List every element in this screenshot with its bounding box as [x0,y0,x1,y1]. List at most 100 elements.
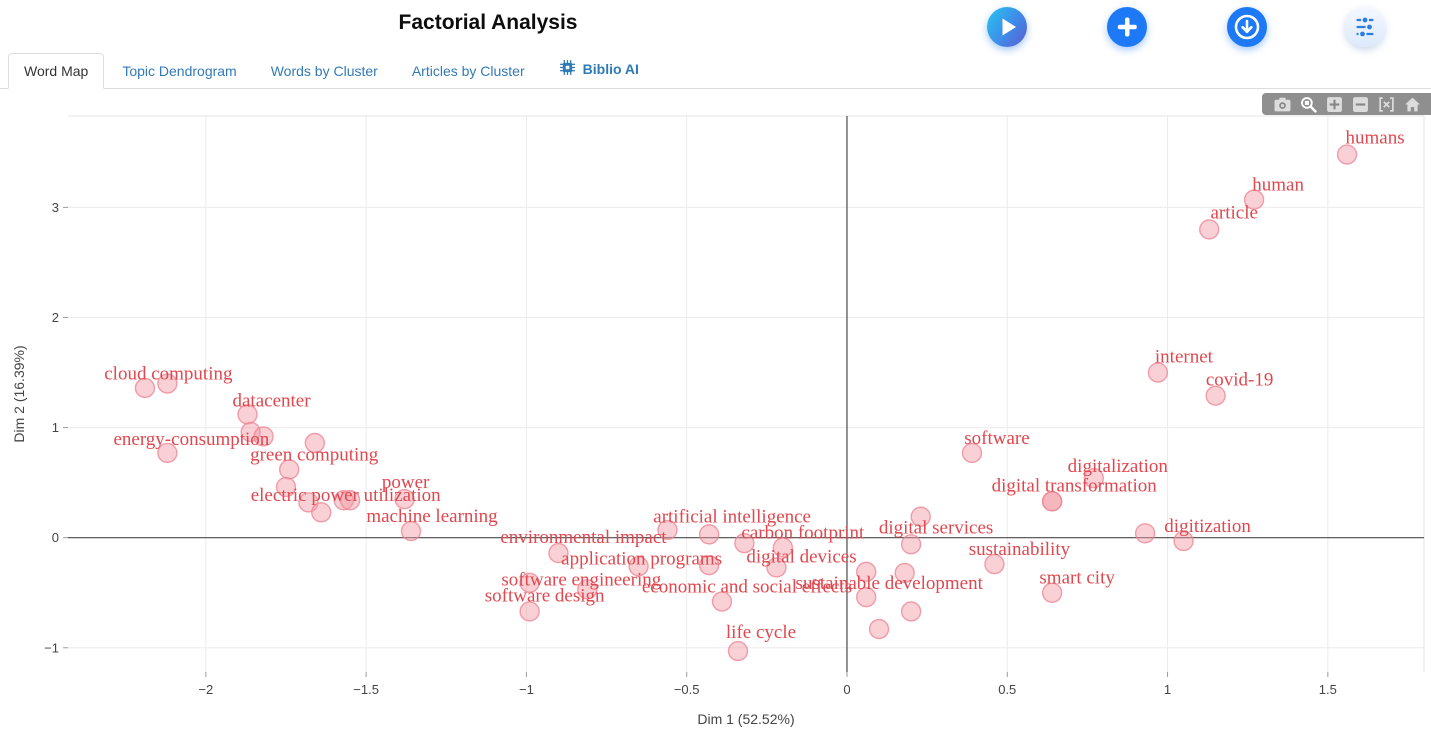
x-tick-label: 1 [1164,682,1171,697]
tab-topic-dendrogram[interactable]: Topic Dendrogram [106,53,252,89]
scatter-point[interactable] [1041,582,1063,603]
scatter-point[interactable] [1205,385,1226,406]
sliders-icon [1345,7,1385,47]
chip-icon [559,59,576,79]
scatter-point-label: green computing [250,444,379,465]
modebar-zoom-in-button[interactable] [1326,96,1343,113]
scatter-point[interactable] [1336,144,1358,165]
scatter-point-label: article [1210,202,1257,223]
scatter-point-label: internet [1155,347,1214,368]
tab-words-by-cluster[interactable]: Words by Cluster [255,53,394,89]
scatter-point[interactable] [1134,523,1156,544]
scatter-point[interactable] [698,555,720,576]
download-icon [1227,7,1267,47]
scatter-point[interactable] [856,561,877,583]
scatter-point[interactable] [1243,189,1265,210]
scatter-point[interactable] [910,506,931,527]
scatter-point[interactable] [772,537,794,558]
scatter-point[interactable] [394,488,415,510]
modebar-home-button[interactable] [1404,96,1421,113]
run-analysis-button[interactable] [987,7,1027,47]
modebar-zoom-button[interactable] [1300,96,1317,113]
scatter-point[interactable] [304,432,326,454]
scatter-point[interactable] [333,490,354,511]
zoom-icon [1300,96,1317,113]
scatter-point-label: digitization [1164,516,1251,537]
scatter-point[interactable] [1173,530,1194,552]
tab-label: Biblio AI [582,61,639,77]
scatter-point-label: digital transformation [992,475,1158,496]
scatter-point[interactable] [727,640,749,662]
scatter-point[interactable] [984,553,1005,575]
scatter-point-label: humans [1346,128,1405,149]
scatter-point-label: software design [485,585,605,606]
x-tick-label: 1.5 [1319,682,1337,697]
autoscale-icon [1378,96,1395,113]
scatter-point[interactable] [657,519,678,541]
modebar-camera-button[interactable] [1274,96,1291,113]
tab-articles-by-cluster[interactable]: Articles by Cluster [396,53,541,89]
scatter-point[interactable] [278,459,300,480]
scatter-point[interactable] [237,404,258,425]
plus-icon [1107,7,1147,47]
tab-bar: Word Map Topic Dendrogram Words by Cluster… [0,53,1431,89]
y-tick-label: 2 [52,310,59,325]
y-tick-label: −1 [44,640,59,655]
plot-modebar [1262,93,1431,115]
scatter-point[interactable] [1083,468,1105,489]
scatter-point[interactable] [519,601,540,622]
page-title: Factorial Analysis [398,11,578,34]
scatter-point[interactable] [240,421,261,443]
scatter-point-label: electric power utilization [251,485,441,506]
home-icon [1404,96,1421,113]
x-tick-label: 0 [843,682,850,697]
scatter-point-label: digital devices [746,546,856,567]
scatter-point-label: human [1252,175,1304,196]
scatter-point-label: software engineering [501,569,661,590]
scatter-point[interactable] [134,377,156,399]
scatter-point-label: life cycle [726,622,796,643]
scatter-point[interactable] [961,442,983,464]
scatter-point[interactable] [868,618,890,640]
scatter-point-label: cloud computing [104,364,233,385]
scatter-point-label: smart city [1039,568,1115,589]
zoom-in-icon [1326,96,1343,113]
modebar-zoom-out-button[interactable] [1352,96,1369,113]
tab-biblio-ai[interactable]: Biblio AI [543,49,655,89]
scatter-point-label: digital services [879,517,994,538]
tab-word-map[interactable]: Word Map [8,53,105,89]
play-icon [987,7,1027,47]
scatter-point-label: covid-19 [1206,370,1274,391]
modebar-autoscale-button[interactable] [1378,96,1395,113]
scatter-point[interactable] [1147,362,1169,383]
scatter-point[interactable] [1041,491,1063,512]
scatter-point[interactable] [856,586,877,608]
scatter-point[interactable] [698,524,720,545]
scatter-point[interactable] [253,426,274,447]
x-tick-label: −1 [519,682,534,697]
scatter-point[interactable] [766,557,787,578]
scatter-point[interactable] [339,490,361,511]
scatter-point-label: economic and social effects [642,577,852,598]
parameters-button[interactable] [1345,7,1385,47]
scatter-point[interactable] [577,579,598,600]
scatter-point[interactable] [400,520,422,542]
scatter-point[interactable] [900,601,922,622]
scatter-point[interactable] [157,442,178,464]
scatter-point[interactable] [275,476,297,498]
scatter-point[interactable] [734,532,755,554]
scatter-point[interactable] [519,572,540,594]
scatter-point[interactable] [900,534,922,555]
scatter-point[interactable] [894,562,915,584]
app-header: Factorial Analysis [0,0,1431,54]
scatter-point[interactable] [628,556,649,577]
scatter-point[interactable] [157,373,178,394]
y-tick-label: 0 [52,530,59,545]
add-button[interactable] [1107,7,1147,47]
scatter-point[interactable] [1199,219,1220,240]
scatter-point[interactable] [711,591,733,612]
scatter-point-label: datacenter [232,390,311,411]
scatter-point[interactable] [548,542,569,564]
export-download-button[interactable] [1227,7,1267,47]
scatter-point[interactable] [311,502,332,523]
